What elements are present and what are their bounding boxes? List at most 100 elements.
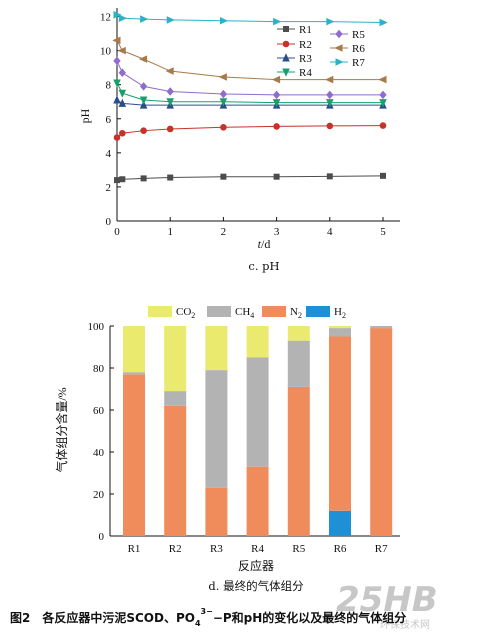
gas-bar-segment-ch4: [370, 326, 393, 329]
ph-data-point: [113, 11, 122, 19]
gas-bar-segment-co2: [123, 326, 145, 373]
ph-data-point: [326, 90, 334, 100]
gas-y-tick-label: 80: [93, 363, 105, 375]
ph-legend-item-r1: R1: [277, 24, 312, 36]
ph-data-point: [112, 36, 121, 45]
gas-x-tick-label: R3: [210, 543, 223, 555]
ph-data-point: [219, 98, 228, 107]
watermark-subtext: 环保技术网: [380, 618, 430, 631]
ph-data-point: [166, 87, 174, 96]
ph-data-point: [118, 89, 127, 98]
ph-legend-item-r5: R5: [330, 29, 365, 41]
gas-bar-segment-n2: [123, 374, 145, 536]
ph-legend-label: R3: [299, 53, 312, 65]
ph-x-tick-label: 1: [167, 226, 173, 238]
ph-y-tick-label: 6: [106, 114, 112, 126]
ph-legend-item-r6: R6: [330, 43, 365, 55]
ph-series-line: [116, 99, 383, 106]
gas-bar-segment-n2: [205, 487, 228, 536]
ph-data-point: [219, 16, 229, 25]
gas-bar-segment-ch4: [123, 372, 145, 375]
ph-series-line: [116, 40, 383, 81]
ph-x-tick-label: 0: [114, 226, 120, 238]
gas-bar-segment-n2: [246, 466, 269, 536]
ph-series-r4: [113, 79, 387, 108]
gas-x-tick-label: R6: [334, 543, 347, 555]
ph-data-point: [380, 172, 386, 179]
ph-data-point: [379, 18, 388, 27]
ph-legend-label: R5: [352, 29, 365, 41]
ph-series-line: [116, 175, 384, 181]
gas-legend-swatch: [207, 306, 231, 317]
ph-series-line: [116, 14, 384, 23]
ph-data-point: [140, 127, 147, 134]
gas-y-tick-label: 40: [93, 447, 105, 459]
ph-series-r2: [113, 122, 387, 141]
gas-bar-r3: [205, 326, 228, 536]
ph-y-axis-label: pH: [78, 108, 92, 123]
ph-data-point: [220, 173, 227, 180]
ph-series-r1: [114, 172, 386, 184]
ph-series-r5: [113, 56, 387, 100]
ph-series-r6: [112, 36, 387, 84]
gas-bar-segment-n2: [287, 386, 310, 536]
gas-bar-segment-ch4: [164, 391, 187, 406]
gas-x-axis-label: 反应器: [238, 558, 274, 573]
gas-x-tick-label: R7: [375, 543, 388, 555]
figure-caption: 图2 各反应器中污泥SCOD、PO43−−P和pH的变化以及最终的气体组分: [10, 607, 406, 628]
gas-legend-label: CH4: [235, 306, 254, 320]
ph-data-point: [220, 123, 227, 131]
ph-y-tick-label: 4: [106, 148, 112, 160]
gas-legend-swatch: [148, 306, 172, 317]
ph-x-tick-label: 3: [274, 226, 280, 238]
ph-data-point: [273, 173, 280, 180]
gas-y-tick-label: 100: [88, 321, 105, 333]
ph-legend-marker: [335, 29, 343, 39]
gas-legend-swatch: [262, 306, 286, 317]
ph-legend-item-r4: R4: [277, 67, 312, 79]
gas-y-tick-label: 0: [99, 531, 105, 543]
ph-y-tick-label: 0: [106, 216, 112, 228]
gas-legend: CO2 CH4 N2 H2: [148, 306, 346, 320]
ph-data-point: [166, 16, 175, 24]
gas-bar-segment-n2: [164, 405, 187, 536]
gas-chart-caption: d. 最终的气体组分: [208, 579, 304, 593]
gas-bar-segment-ch4: [287, 340, 310, 387]
gas-y-tick-label: 20: [93, 489, 105, 501]
ph-data-point: [113, 134, 121, 141]
gas-legend-item-co2: CO2: [148, 306, 195, 320]
gas-bar-segment-co2: [164, 326, 187, 392]
watermark-logo: 25HB 环保技术网: [336, 580, 438, 631]
ph-data-point: [118, 14, 128, 23]
gas-y-tick-label: 60: [93, 405, 105, 417]
gas-legend-label: H2: [334, 306, 346, 320]
gas-bar-segment-h2: [329, 510, 351, 536]
ph-data-point: [167, 174, 174, 181]
gas-bar-r6: [329, 326, 351, 536]
ph-y-tick-label: 12: [100, 12, 111, 24]
ph-data-point: [119, 129, 126, 137]
ph-data-point: [139, 82, 148, 91]
gas-bar-segment-n2: [370, 328, 393, 536]
gas-bar-segment-ch4: [329, 328, 351, 337]
ph-legend-marker: [334, 44, 343, 52]
ph-legend-item-r7: R7: [330, 57, 365, 69]
ph-y-tick-label: 2: [106, 182, 112, 194]
ph-data-point: [379, 99, 387, 108]
gas-legend-item-h2: H2: [306, 306, 346, 320]
gas-legend-swatch: [306, 306, 330, 317]
ph-data-point: [219, 89, 228, 99]
ph-data-point: [379, 90, 387, 100]
watermark-text: 25HB: [336, 580, 438, 620]
ph-x-axis-label: t/d: [258, 237, 271, 251]
ph-data-point: [326, 122, 334, 130]
gas-legend-label: N2: [290, 306, 302, 320]
gas-legend-label: CO2: [176, 306, 195, 320]
ph-data-point: [273, 123, 280, 130]
ph-series-r7: [113, 11, 388, 27]
ph-x-tick-label: 4: [327, 226, 333, 238]
ph-legend-marker: [335, 58, 344, 66]
